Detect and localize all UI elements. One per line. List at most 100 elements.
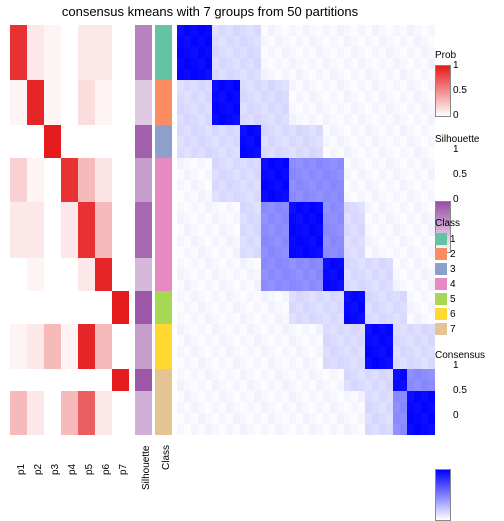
legend-tick: 0.5: [453, 385, 467, 396]
silhouette-cell: [135, 335, 152, 347]
plot-area: p1p2p3p4p5p6p7SilhouetteClassProb10.50Si…: [10, 25, 26, 181]
prob-cell: [78, 47, 95, 59]
prob-cell: [95, 402, 112, 414]
prob-cell: [95, 158, 112, 170]
legend-class-label: 6: [450, 309, 456, 320]
prob-cell: [112, 324, 129, 336]
prob-cell: [44, 302, 61, 314]
prob-cell: [44, 36, 61, 48]
prob-cell: [61, 47, 78, 59]
silhouette-cell: [135, 114, 152, 126]
class-cell: [155, 402, 172, 414]
silhouette-cell: [135, 58, 152, 70]
consensus-cell: [428, 147, 435, 159]
prob-cell: [61, 291, 78, 303]
legend-class-item: 1: [435, 233, 495, 247]
prob-cell: [44, 413, 61, 425]
prob-cell: [95, 258, 112, 270]
prob-cell: [112, 402, 129, 414]
prob-cell: [95, 80, 112, 92]
prob-cell: [112, 103, 129, 115]
legend-tick: 1: [453, 360, 459, 371]
prob-cell: [61, 58, 78, 70]
legend-gradient: [435, 65, 451, 117]
silhouette-cell: [135, 391, 152, 403]
prob-cell: [95, 280, 112, 292]
legend-class-label: 5: [450, 294, 456, 305]
legend-gradient: [435, 469, 451, 521]
class-cell: [155, 125, 172, 137]
prob-cell: [78, 247, 95, 259]
prob-cell: [27, 58, 44, 70]
silhouette-cell: [135, 258, 152, 270]
prob-cell: [78, 69, 95, 81]
silhouette-cell: [135, 158, 152, 170]
prob-cell: [78, 36, 95, 48]
prob-cell: [27, 36, 44, 48]
prob-cell: [112, 136, 129, 148]
prob-cell: [61, 136, 78, 148]
consensus-cell: [428, 413, 435, 425]
prob-cell: [61, 69, 78, 81]
prob-cell: [44, 391, 61, 403]
class-label: Class: [161, 445, 172, 470]
prob-cell: [44, 258, 61, 270]
prob-cell: [112, 169, 129, 181]
class-cell: [155, 335, 172, 347]
class-cell: [155, 291, 172, 303]
prob-cell: [95, 391, 112, 403]
prob-cell: [61, 125, 78, 137]
prob-cell: [27, 224, 44, 236]
prob-cell: [112, 335, 129, 347]
prob-cell: [95, 357, 112, 369]
silhouette-cell: [135, 213, 152, 225]
prob-cell: [10, 280, 27, 292]
class-cell: [155, 346, 172, 358]
prob-cell: [61, 224, 78, 236]
prob-cell: [44, 247, 61, 259]
prob-cell: [10, 36, 27, 48]
prob-cell: [95, 191, 112, 203]
silhouette-cell: [135, 180, 152, 192]
prob-cell: [61, 180, 78, 192]
prob-cell: [95, 324, 112, 336]
prob-cell: [10, 147, 27, 159]
prob-cell: [44, 58, 61, 70]
prob-cell: [10, 413, 27, 425]
prob-cell: [112, 269, 129, 281]
prob-cell: [10, 25, 27, 37]
prob-cell: [27, 346, 44, 358]
consensus-cell: [428, 25, 435, 37]
silhouette-cell: [135, 280, 152, 292]
prob-cell: [78, 125, 95, 137]
legend-class-label: 3: [450, 264, 456, 275]
prob-cell: [44, 346, 61, 358]
prob-cell: [78, 402, 95, 414]
silhouette-cell: [135, 402, 152, 414]
prob-cell: [27, 369, 44, 381]
consensus-cell: [428, 391, 435, 403]
class-cell: [155, 236, 172, 248]
prob-cell: [95, 136, 112, 148]
consensus-cell: [428, 380, 435, 392]
silhouette-cell: [135, 302, 152, 314]
prob-cell: [78, 258, 95, 270]
class-cell: [155, 380, 172, 392]
prob-cell: [10, 58, 27, 70]
prob-cell: [61, 313, 78, 325]
class-cell: [155, 136, 172, 148]
silhouette-cell: [135, 136, 152, 148]
prob-cell: [61, 346, 78, 358]
prob-cell: [10, 258, 27, 270]
prob-cell: [61, 236, 78, 248]
prob-cell: [27, 280, 44, 292]
prob-cell: [10, 158, 27, 170]
prob-col-label: p4: [67, 464, 78, 475]
silhouette-cell: [135, 313, 152, 325]
prob-col-label: p6: [101, 464, 112, 475]
class-cell: [155, 103, 172, 115]
legend-swatch: [435, 323, 447, 335]
prob-cell: [27, 413, 44, 425]
prob-cell: [27, 236, 44, 248]
prob-cell: [27, 391, 44, 403]
